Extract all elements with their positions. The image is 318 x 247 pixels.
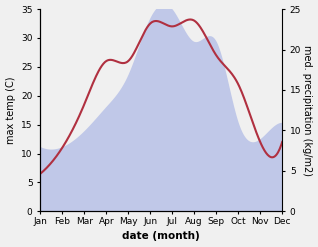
X-axis label: date (month): date (month)	[122, 231, 200, 242]
Y-axis label: max temp (C): max temp (C)	[5, 76, 16, 144]
Y-axis label: med. precipitation (kg/m2): med. precipitation (kg/m2)	[302, 45, 313, 176]
